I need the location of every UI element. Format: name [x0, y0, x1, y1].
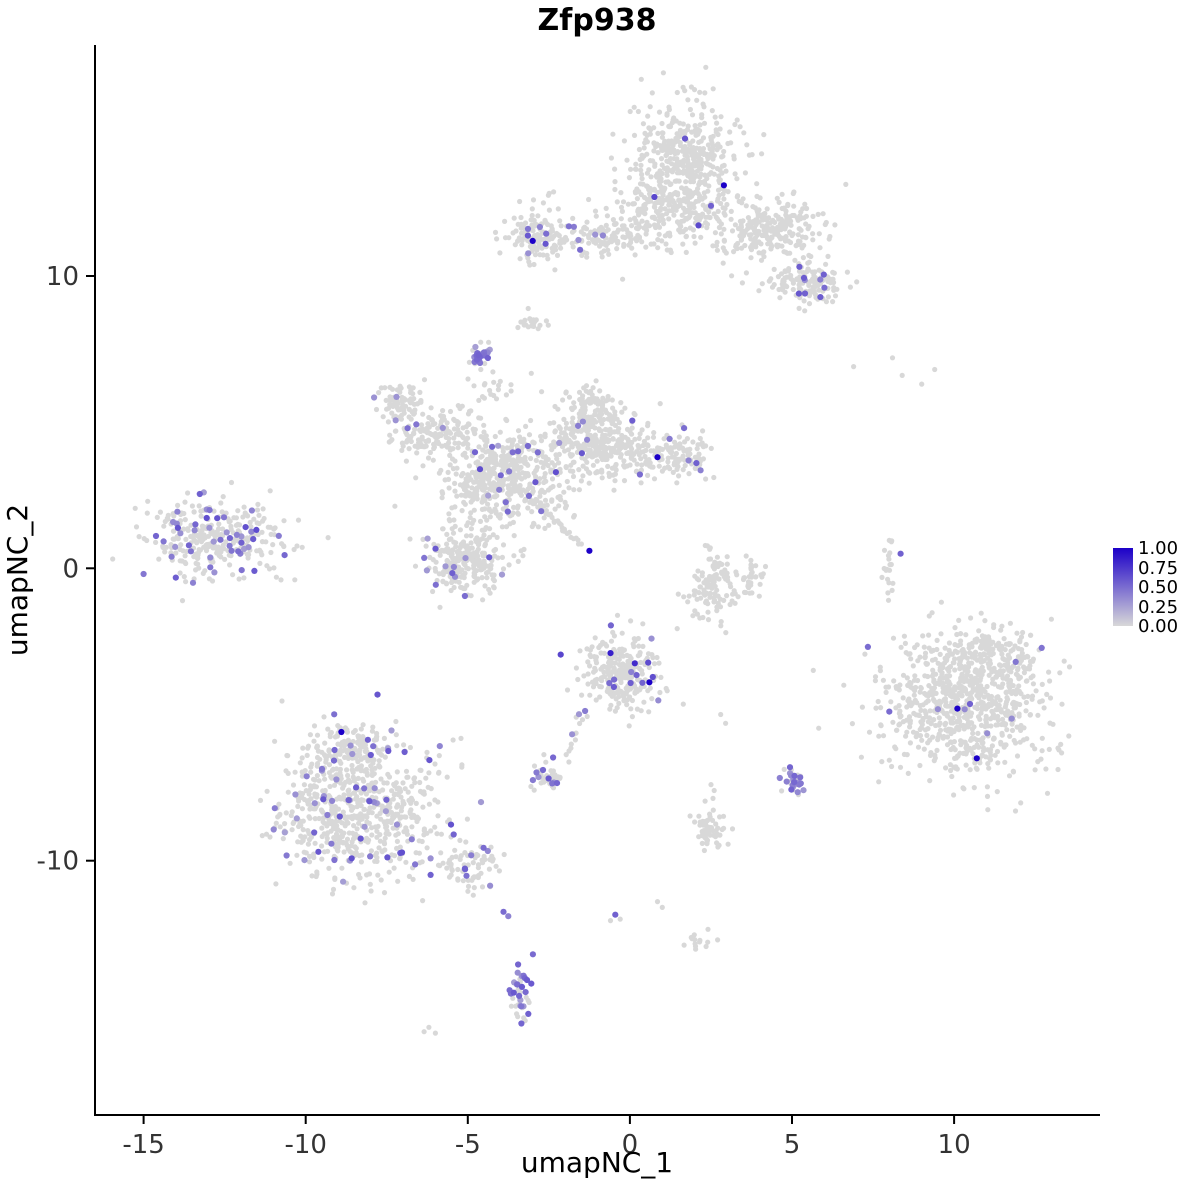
x-tick-label: 10: [938, 1130, 971, 1160]
x-tick-label: -10: [284, 1130, 326, 1160]
y-tick-label: -10: [37, 847, 79, 877]
legend-tick-label: 0.50: [1138, 577, 1178, 598]
y-tick-label: 10: [46, 262, 79, 292]
y-axis-label: umapNC_2: [1, 504, 34, 656]
legend-tick-label: 1.00: [1138, 538, 1178, 559]
y-tick-label: 0: [62, 554, 79, 584]
scatter-points: [110, 64, 1073, 1036]
x-tick-label: -5: [455, 1130, 481, 1160]
legend-tick-label: 0.75: [1138, 558, 1178, 579]
axes: -15 -10 -5 0 5 10 -10 0 10: [37, 45, 1100, 1160]
x-axis-label: umapNC_1: [521, 1146, 673, 1179]
x-tick-label: 5: [784, 1130, 801, 1160]
legend: 1.00 0.75 0.50 0.25 0.00: [1113, 538, 1178, 637]
legend-gradient-bar: [1113, 548, 1133, 626]
legend-tick-label: 0.25: [1138, 597, 1178, 618]
legend-tick-label: 0.00: [1138, 616, 1178, 637]
x-tick-label: -15: [122, 1130, 164, 1160]
x-tick-label: 0: [622, 1130, 639, 1160]
plot-title: Zfp938: [538, 3, 657, 38]
